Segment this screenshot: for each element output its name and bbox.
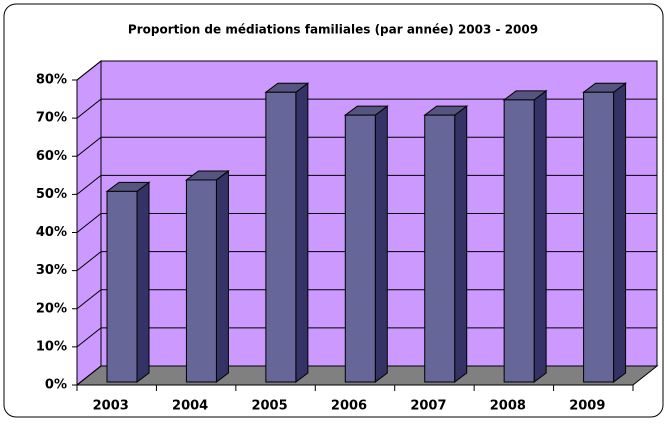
y-tick-label: 20% <box>36 301 67 316</box>
bar <box>424 114 456 383</box>
x-tick-label: 2003 <box>93 399 129 414</box>
x-tick-label: 2007 <box>410 399 446 414</box>
bar-side <box>454 105 468 383</box>
grid-line <box>76 365 657 386</box>
bar <box>344 114 376 383</box>
y-tick-label: 40% <box>36 225 67 240</box>
bar-side <box>215 169 229 383</box>
x-tick-label: 2008 <box>490 399 526 414</box>
y-tick-label: 70% <box>36 111 67 126</box>
y-tick-label: 60% <box>36 149 67 164</box>
bar-side <box>533 89 547 383</box>
x-tick-label: 2009 <box>569 399 605 414</box>
chart-title: Proportion de médiations familiales (par… <box>128 23 538 37</box>
grid-line <box>76 213 657 233</box>
bar-side <box>613 82 627 383</box>
x-tick-label: 2004 <box>172 399 208 414</box>
grid-line <box>76 98 657 119</box>
y-tick-label: 50% <box>36 187 67 202</box>
grid-line <box>76 327 657 348</box>
bar <box>185 179 217 383</box>
bar-side <box>295 82 309 383</box>
x-tick-label: 2005 <box>251 399 287 414</box>
y-tick-label: 10% <box>36 339 67 354</box>
bar <box>265 91 297 383</box>
bar <box>503 99 535 383</box>
bar-side <box>136 181 150 383</box>
grid-line <box>76 60 657 81</box>
grid-line <box>76 136 657 157</box>
bar <box>106 190 138 383</box>
y-tick-label: 80% <box>36 73 67 88</box>
y-tick-label: 30% <box>36 263 67 278</box>
grid-line <box>76 289 657 310</box>
y-tick-label: 0% <box>45 378 67 393</box>
bar <box>583 91 615 383</box>
grid-line <box>76 251 657 272</box>
bar-side <box>374 105 388 383</box>
grid-line <box>76 174 657 195</box>
x-tick-label: 2006 <box>331 399 367 414</box>
